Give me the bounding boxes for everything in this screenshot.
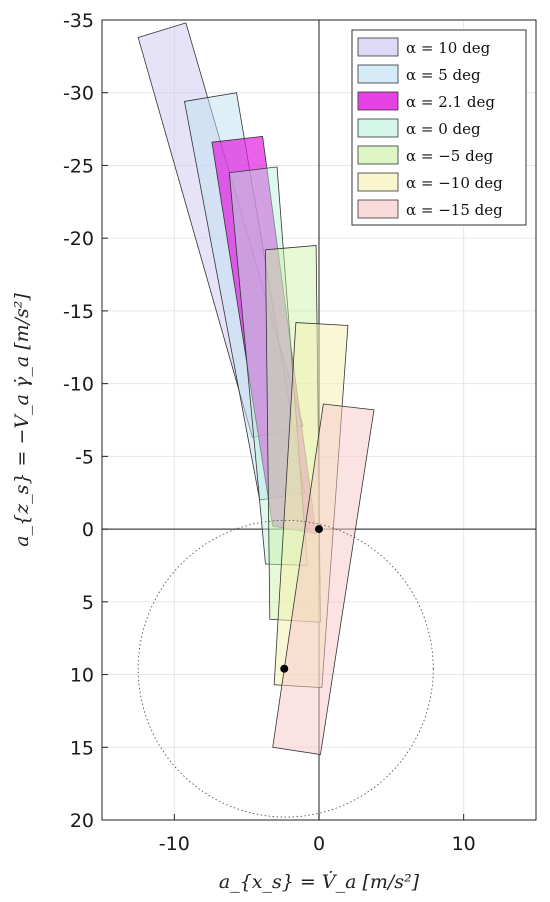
x-tick-label: 0 bbox=[313, 833, 325, 855]
y-tick-label: -15 bbox=[63, 301, 94, 323]
reference-circle-outline bbox=[137, 519, 434, 818]
y-tick-label: -20 bbox=[63, 228, 94, 250]
data-point-1 bbox=[280, 664, 289, 673]
x-tick-label: 10 bbox=[452, 833, 476, 855]
legend-entry: α = 0 deg bbox=[406, 120, 481, 138]
envelopes bbox=[137, 22, 375, 756]
x-ticks: -10 0 10 bbox=[159, 814, 476, 855]
x-tick-label: -10 bbox=[159, 833, 190, 855]
legend-entry: α = 5 deg bbox=[406, 66, 481, 84]
legend-entry: α = −10 deg bbox=[406, 174, 503, 192]
y-tick-label: -5 bbox=[75, 446, 94, 468]
y-tick-label: -35 bbox=[63, 10, 94, 32]
y-tick-label: 0 bbox=[82, 519, 94, 541]
y-tick-label: 5 bbox=[82, 592, 94, 614]
y-tick-label: -30 bbox=[63, 83, 94, 105]
legend-swatch bbox=[357, 118, 399, 138]
y-tick-label: -25 bbox=[63, 155, 94, 177]
y-tick-label: 15 bbox=[70, 737, 94, 759]
x-axis-label: a_{x_s} = V̇_a [m/s²] bbox=[219, 871, 420, 893]
legend-entry: α = −15 deg bbox=[406, 201, 503, 219]
legend-swatch bbox=[357, 199, 399, 219]
y-tick-label: 20 bbox=[70, 810, 94, 832]
legend-entry: α = −5 deg bbox=[406, 147, 494, 165]
legend-swatch bbox=[357, 172, 399, 192]
y-tick-label: 10 bbox=[70, 665, 94, 687]
y-tick-label: -10 bbox=[63, 374, 94, 396]
data-point-0 bbox=[315, 525, 323, 534]
reference-circle bbox=[137, 519, 434, 818]
legend-entry: α = 10 deg bbox=[406, 39, 491, 57]
y-axis-label: a_{z_s} = −V_a γ̇_a [m/s²] bbox=[11, 293, 33, 547]
legend-swatch bbox=[357, 91, 399, 111]
legend-entry: α = 2.1 deg bbox=[406, 93, 495, 111]
legend-swatch bbox=[357, 145, 399, 165]
envelope-6 bbox=[272, 403, 375, 756]
points bbox=[280, 525, 323, 673]
legend: α = 10 deg α = 5 deg α = 2.1 deg α = 0 deg α… bbox=[351, 29, 527, 226]
legend-swatch bbox=[357, 64, 399, 84]
legend-swatch bbox=[357, 37, 399, 57]
y-ticks: -35 -30 -25 -20 -15 -10 -5 0 5 10 15 20 bbox=[63, 10, 108, 832]
